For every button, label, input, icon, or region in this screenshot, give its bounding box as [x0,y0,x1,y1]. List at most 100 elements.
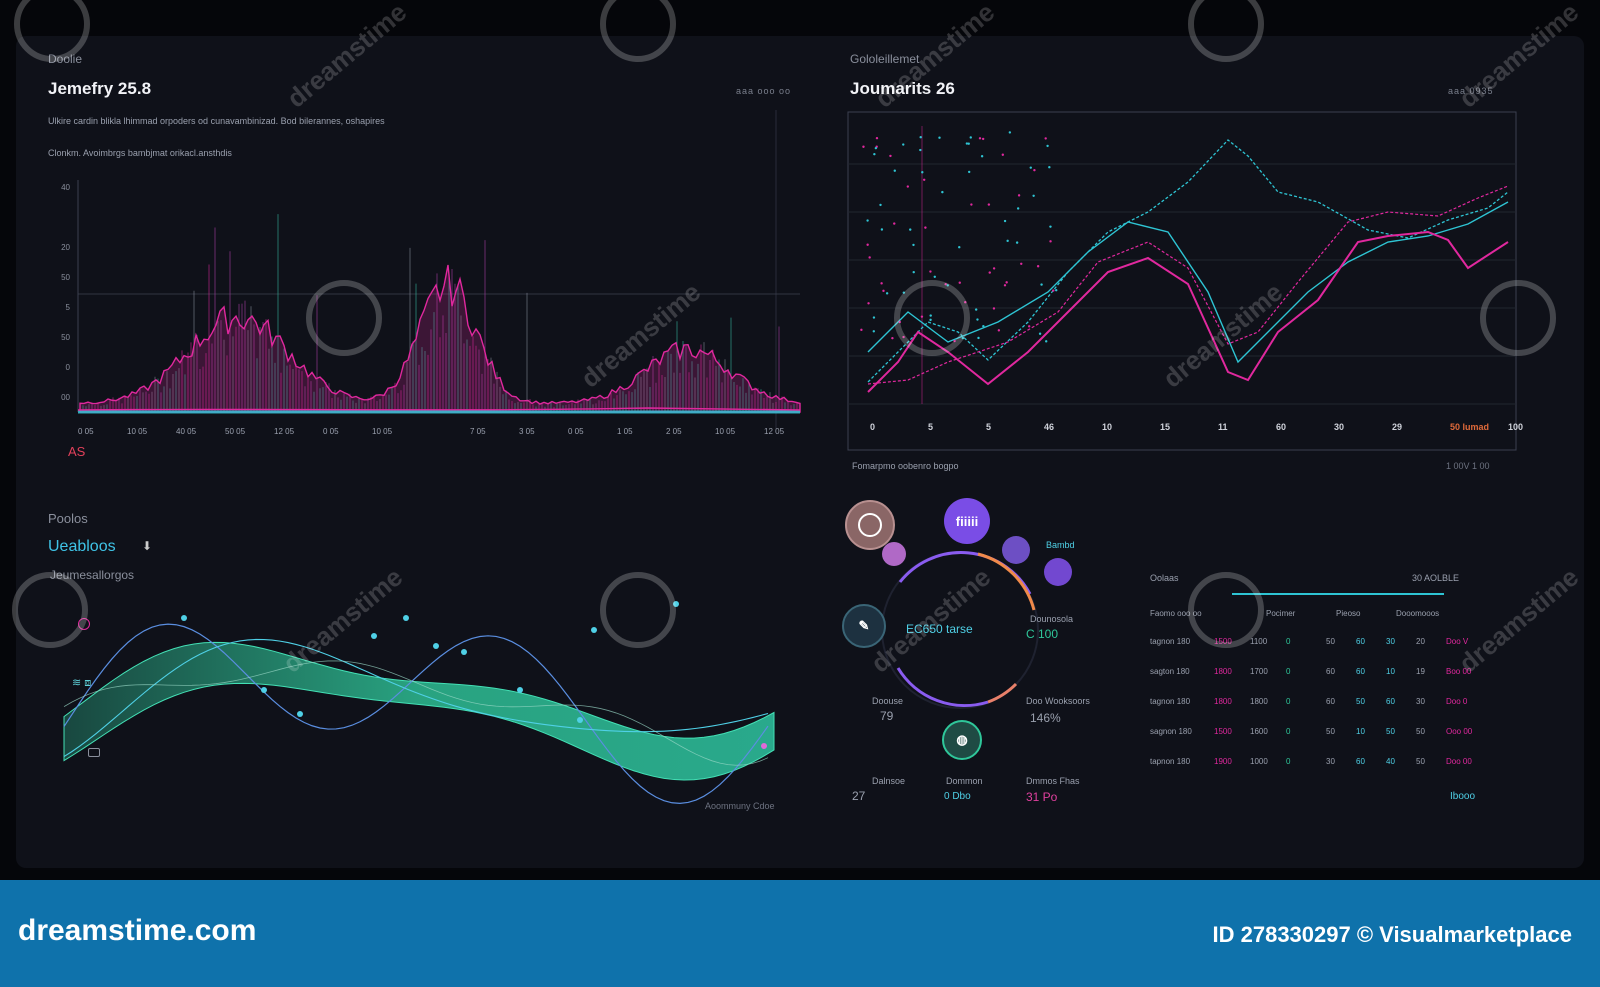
line-chart: 0 5 5 46 10 15 11 60 30 29 50 lumad 100 [847,111,1523,451]
table-cell: 1800 [1214,666,1232,676]
scatter-dot [1044,137,1047,140]
table-row[interactable]: tagnon 180 1800 1800 0 60 50 60 30 Doo 0 [1150,686,1500,716]
scatter-dot [929,270,932,273]
scatter-dot [880,228,884,231]
stat-tr-value: 146% [1030,711,1061,725]
panel-tl-subtitle-1: Ulkire cardin blikla lhimmad orpoders od… [48,116,385,126]
scatter-dot [893,222,896,225]
table-cell: 1500 [1214,726,1232,736]
wave-node [591,627,597,633]
scatter-dot [875,136,879,140]
watermark-logo-icon [600,0,676,62]
scatter-dot [912,243,915,247]
node-small-pink-icon[interactable] [882,542,906,566]
x-tick-label: 5 [928,422,933,432]
node-violet-icon[interactable] [1044,558,1072,586]
x-tick-label: 10 05 [372,427,393,436]
table-cell: 19 [1416,666,1425,676]
watermark-logo-icon [1480,280,1556,356]
table-cell: 10 [1386,666,1395,676]
stat-tr-label: Doo Wooksoors [1026,696,1090,706]
panel-tl-title: Jemefry 25.8 [48,79,152,98]
wave-node [297,711,303,717]
scatter-dot [988,271,991,274]
table-header[interactable]: Faomo ooo oo [1150,608,1202,618]
scatter-dot [866,219,869,222]
panel-tr-title: Joumarits 26 [850,79,955,98]
table-row[interactable]: tapnon 180 1900 1000 0 30 60 40 50 Doo 00 [1150,746,1500,776]
scatter-dot [912,270,915,274]
scatter-dot [874,146,878,150]
table-header[interactable]: Pocimer [1266,608,1296,618]
table-cell: 1800 [1250,696,1268,706]
scatter-dot [941,190,944,194]
x-tick-label: 2 05 [666,427,682,436]
scatter-dot [880,282,883,285]
panel-tl-controls[interactable]: aaa ooo oo [736,86,792,96]
x-tick-label: 100 [1508,422,1523,432]
x-tick-label: 10 05 [127,427,148,436]
node-purple-icon[interactable] [1002,536,1030,564]
data-table: Faomo ooo oo Pocimer Pieoso Dooomooos ta… [1150,600,1500,776]
table-header[interactable]: Dooomooos [1396,608,1440,618]
info-icon[interactable]: ⬇ [142,539,153,553]
scatter-dot [970,203,973,206]
scatter-dot [982,324,985,328]
wave-node [433,643,439,649]
scatter-dot [889,154,892,158]
scatter-dot [977,336,980,340]
gauge-center-value: EC650 tarse [906,622,973,636]
scatter-dot [992,307,996,310]
scatter-dot [1016,207,1020,210]
table-footer-link[interactable]: Ibooo [1450,791,1476,802]
scatter-dot [862,145,865,148]
table-cell: 50 [1326,726,1335,736]
scatter-dot [924,226,927,229]
scatter-dot [922,178,926,181]
scatter-dot [1015,241,1019,244]
panel-tr-kicker: Gololeillemet [850,52,920,66]
table-header[interactable]: Pieoso [1336,608,1361,618]
x-tick-label: 10 05 [715,427,736,436]
stock-footer-bar: dreamstime.com ID 278330297 © Visualmark… [0,880,1600,987]
panel-tr-controls[interactable]: aaa 0935 [1448,86,1494,96]
scatter-dot [974,308,978,311]
node-globe-icon[interactable]: ◍ [942,720,982,760]
scatter-dot [868,256,871,259]
table-cell: 60 [1356,666,1365,676]
scatter-dot [967,142,970,145]
stat-b1-label: Dalnsoe [872,776,906,786]
stat-b3-value: 31 Po [1026,790,1058,804]
watermark-logo-icon [14,0,90,62]
stat-b1-value: 27 [852,789,866,803]
table-cell: 0 [1286,696,1291,706]
table-header-row: Faomo ooo oo Pocimer Pieoso Dooomooos [1150,600,1500,626]
x-tick-label: 50 lumad [1450,422,1489,432]
table-cell: 0 [1286,756,1291,766]
wave-node [761,743,767,749]
panel-tr-caption: Fomarpmo oobenro bogpo [852,461,959,471]
table-row[interactable]: sagnon 180 1500 1600 0 50 10 50 50 Ooo 00 [1150,716,1500,746]
node-chart-icon[interactable] [845,500,895,550]
scatter-dot [965,142,969,145]
chat-icon [88,748,100,757]
x-tick-label: 29 [1392,422,1402,432]
table-row[interactable]: sagton 180 1800 1700 0 60 60 10 19 Boo 00 [1150,656,1500,686]
x-tick-label: 0 05 [568,427,584,436]
x-tick-label: 0 [870,422,875,432]
table-cell: 1600 [1250,726,1268,736]
footer-brand[interactable]: dreamstime.com [18,914,257,947]
scatter-dot [981,137,985,141]
node-table-icon[interactable]: fiiiii [944,498,990,544]
node-tag-icon[interactable]: ✎ [842,604,886,648]
table-cell: 60 [1326,696,1335,706]
scatter-dot [933,275,936,279]
x-tick-label: 1 05 [617,427,633,436]
x-tick-label: 0 05 [323,427,339,436]
x-tick-label: 15 [1160,422,1170,432]
stat-b2-value: 0 Dbo [944,791,971,802]
scatter-dot [1032,194,1035,197]
x-tick-label: 11 [1218,422,1228,432]
table-cell: 0 [1286,636,1291,646]
scatter-dot [882,289,885,293]
